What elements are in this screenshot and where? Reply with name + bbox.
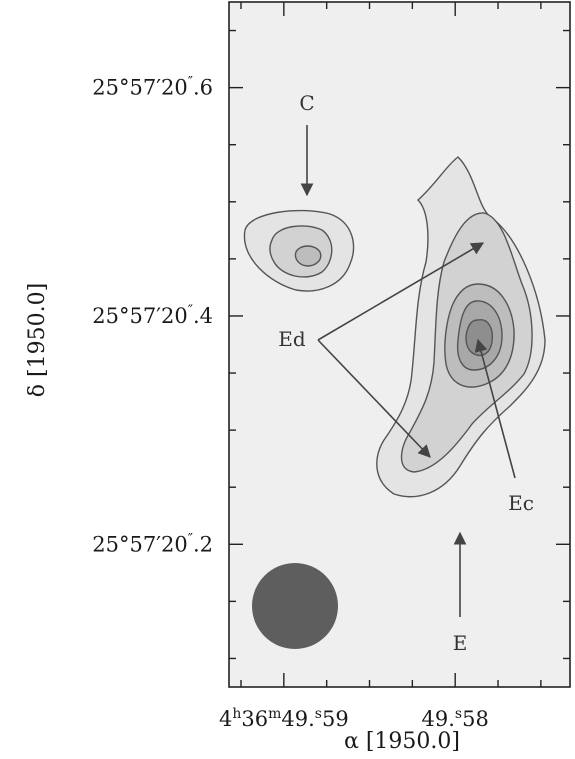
annotation-arrows	[300, 125, 516, 617]
x-axis-title: α [1950.0]	[344, 729, 460, 754]
y-tick-label: 25°57′20″.4	[92, 303, 213, 328]
x-tick-label: 4h36m49.s59	[219, 706, 349, 731]
label-ec: Ec	[508, 491, 534, 515]
y-tick-label: 25°57′20″.2	[92, 531, 213, 556]
plot-frame	[228, 1, 571, 688]
arrow-ec	[474, 338, 516, 479]
beam-ellipse	[252, 563, 338, 649]
y-axis-ticks: 25°57′20″.6 25°57′20″.4 25°57′20″.2	[92, 29, 570, 660]
y-axis-title: δ [1950.0]	[25, 283, 50, 397]
arrow-ed-lower	[317, 339, 431, 458]
label-ed: Ed	[278, 327, 306, 351]
source-e-contours	[376, 156, 546, 498]
source-c-contour-3	[294, 245, 322, 267]
label-c: C	[299, 91, 314, 115]
label-e: E	[453, 631, 468, 655]
y-tick-label: 25°57′20″.6	[92, 75, 213, 100]
x-tick-label: 49.s58	[422, 706, 489, 731]
source-c-contours	[243, 209, 355, 292]
source-e-contour-5	[465, 319, 494, 357]
arrow-ed-upper	[317, 242, 485, 341]
